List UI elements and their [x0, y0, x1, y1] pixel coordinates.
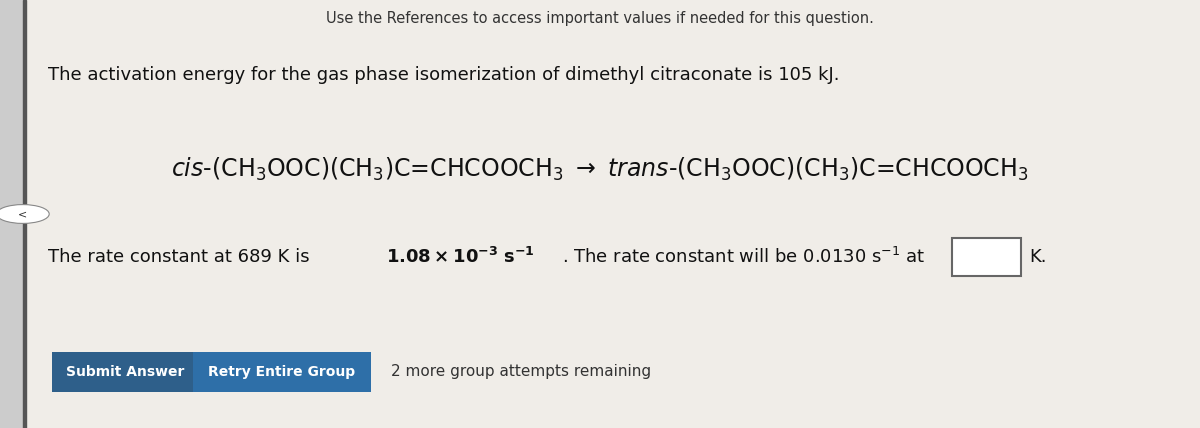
- Text: $\mathit{cis}$-(CH$_3$OOC)(CH$_3$)C=CHCOOCH$_3$ $\rightarrow$ $\mathit{trans}$-(: $\mathit{cis}$-(CH$_3$OOC)(CH$_3$)C=CHCO…: [172, 155, 1028, 183]
- Text: Use the References to access important values if needed for this question.: Use the References to access important v…: [326, 11, 874, 26]
- Text: . The rate constant will be 0.0130 s$^{-1}$ at: . The rate constant will be 0.0130 s$^{-…: [562, 247, 925, 267]
- Bar: [23, 0, 26, 428]
- FancyBboxPatch shape: [952, 238, 1021, 276]
- Text: <: <: [18, 209, 28, 219]
- Text: Submit Answer: Submit Answer: [66, 365, 184, 379]
- Text: $\mathbf{1.08 \times 10^{-3}\ s^{-1}}$: $\mathbf{1.08 \times 10^{-3}\ s^{-1}}$: [386, 247, 535, 267]
- FancyBboxPatch shape: [193, 352, 371, 392]
- Bar: [0, 0, 24, 428]
- Circle shape: [0, 205, 49, 223]
- Text: The activation energy for the gas phase isomerization of dimethyl citraconate is: The activation energy for the gas phase …: [48, 66, 840, 84]
- Text: The rate constant at 689 K is: The rate constant at 689 K is: [48, 248, 316, 266]
- Text: K.: K.: [1030, 248, 1048, 266]
- Text: Retry Entire Group: Retry Entire Group: [209, 365, 355, 379]
- FancyBboxPatch shape: [52, 352, 198, 392]
- Text: 2 more group attempts remaining: 2 more group attempts remaining: [391, 364, 652, 380]
